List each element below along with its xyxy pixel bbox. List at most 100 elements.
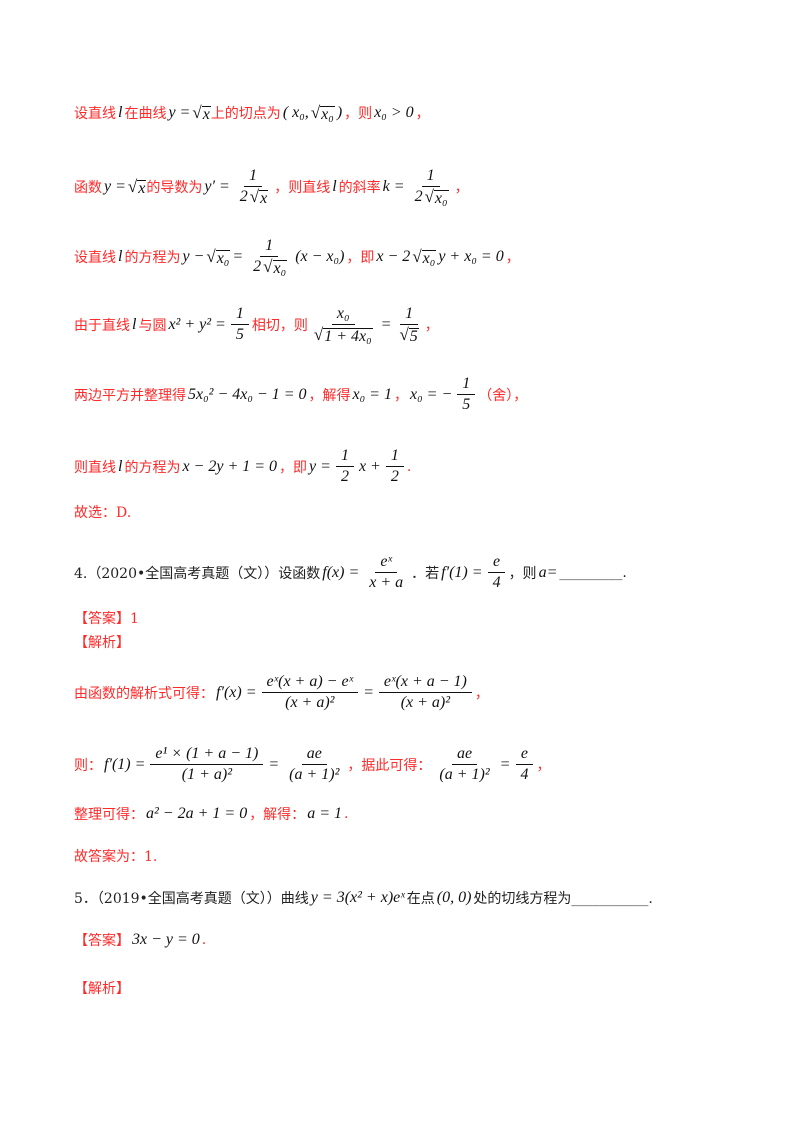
math-expression: x² + y² = <box>168 315 226 333</box>
math-expression: ) <box>336 104 343 121</box>
fraction: eˣ(x + a − 1) (x + a)² <box>378 672 472 713</box>
radicand: 1 + 4x₀ <box>323 328 373 345</box>
radical-sign: √ <box>249 187 260 206</box>
text-run: 则： <box>74 757 102 774</box>
text-run: 与圆 <box>138 317 167 334</box>
text-line: 整理可得： a² − 2a + 1 = 0 ，解得： a = 1. <box>74 804 348 824</box>
text-run: ， <box>536 757 551 774</box>
math-expression: = <box>268 755 280 773</box>
math-expression: 1 <box>340 447 349 464</box>
math-expression: l <box>118 247 123 265</box>
square-root: √ x₀ <box>311 103 335 123</box>
radicand: x₀ <box>272 260 288 277</box>
text-run: 5．（2019•全国高考真题（文））曲线 <box>74 891 309 907</box>
denominator: 2 <box>386 467 404 487</box>
numerator: 1 <box>335 446 354 467</box>
text-line: 故答案为：1. <box>74 846 157 866</box>
fraction: eˣ x + a <box>364 552 408 593</box>
radical-sign: √ <box>424 187 434 206</box>
text-run: 两边平方并整理得 <box>74 387 186 404</box>
denominator: (a + 1)² <box>284 765 344 785</box>
text-run: ．若 <box>411 565 440 582</box>
fraction: e¹ × (1 + a − 1) (1 + a)² <box>150 744 264 785</box>
math-expression: 4 <box>520 766 529 783</box>
math-expression: (x − x₀) <box>295 247 345 265</box>
math-expression: 5x₀² − 4x₀ − 1 = 0 <box>188 385 307 403</box>
numerator: e <box>488 552 506 573</box>
text-run: 处的切线方程为___________. <box>473 891 653 907</box>
math-expression: = <box>380 315 392 333</box>
text-run: . <box>201 932 207 948</box>
text-run: _________. <box>559 564 627 581</box>
text-run: 相切，则 <box>251 317 308 334</box>
text-run: ，即 <box>346 249 375 266</box>
math-expression: ae <box>306 745 322 762</box>
math-expression: 1 <box>235 305 244 322</box>
numerator: eˣ(x + a − 1) <box>378 672 472 693</box>
text-run: 4.（2020•全国高考真题（文））设函数 <box>74 565 321 582</box>
text-run: ， <box>415 106 430 122</box>
denominator: (x + a)² <box>396 693 455 713</box>
text-run: ，解得 <box>308 387 351 404</box>
text-run: 整理可得： <box>74 807 144 823</box>
numerator: 1 <box>421 166 440 187</box>
math-expression: x − 2y + 1 = 0 <box>182 457 278 475</box>
math-expression: x₀ > 0 <box>374 104 414 121</box>
radicand: 5 <box>408 328 419 345</box>
math-expression: a= <box>538 563 558 581</box>
math-expression: 2 <box>253 258 262 275</box>
text-run: 的导数为 <box>146 179 203 196</box>
text-run: 的方程为 <box>124 249 181 266</box>
fraction: x₀ √ 1 + 4x₀ <box>311 304 376 345</box>
math-expression: x + a <box>369 574 404 591</box>
text-run: 在点 <box>406 891 435 907</box>
text-run: 【答案】1 <box>74 611 139 627</box>
math-expression: ( <box>282 104 289 121</box>
math-expression: ae <box>456 745 473 762</box>
math-expression: 3x − y = 0 <box>132 931 200 948</box>
math-expression: x₀ <box>336 305 350 322</box>
text-line: 两边平方并整理得 5x₀² − 4x₀ − 1 = 0 ，解得 x₀ = 1， x₀ =… <box>74 374 527 415</box>
numerator: e¹ × (1 + a − 1) <box>150 744 264 765</box>
numerator: 1 <box>260 236 279 257</box>
math-expression: l <box>118 104 123 121</box>
math-expression: l <box>118 457 123 475</box>
math-expression: = <box>363 683 374 701</box>
denominator: (x + a)² <box>280 693 339 713</box>
text-line: 由于直线 l 与圆 x² + y² = 1 5 相切，则 x₀ √ 1 + 4x₀ = 1 √ 5， <box>74 304 439 345</box>
fraction: 1 √ 5 <box>396 304 421 345</box>
square-root: √ x <box>128 177 147 197</box>
math-expression: x − 2 <box>376 247 411 265</box>
text-run: . <box>406 458 412 475</box>
denominator: √ 5 <box>396 325 421 345</box>
fraction: 1 2 √ x₀ <box>410 166 452 207</box>
text-run: ，则 <box>508 565 537 582</box>
fraction: ae (a + 1)² <box>434 744 494 785</box>
numerator: ae <box>451 744 478 765</box>
square-root: √ x <box>249 187 269 207</box>
radical-sign: √ <box>263 257 273 276</box>
math-expression: k = <box>382 177 405 195</box>
math-expression: 1 <box>248 167 257 184</box>
math-expression: (x + a)² <box>285 694 335 711</box>
text-line: 设直线 l 在曲线 y = √ x 上的切点为(x₀, √ x₀) ，则 x₀ > 0， <box>74 103 430 123</box>
square-root: √ x₀ <box>263 257 288 277</box>
text-run: （舍）， <box>478 387 528 404</box>
math-expression: y = <box>309 457 331 475</box>
numerator: 1 <box>230 304 249 325</box>
denominator: x + a <box>364 573 408 593</box>
text-run: 【解析】 <box>74 635 130 651</box>
text-run: ， <box>454 179 469 196</box>
denominator: 2 √ x₀ <box>410 187 452 207</box>
math-expression: eˣ <box>380 553 393 570</box>
radicand: x <box>259 190 269 207</box>
text-line: 【解析】 <box>74 632 130 652</box>
numerator: 1 <box>400 304 419 325</box>
math-expression: 2 <box>414 188 423 205</box>
text-line: 5．（2019•全国高考真题（文））曲线 y = 3(x² + x)eˣ 在点 (0,… <box>74 888 653 908</box>
text-run: ，解得： <box>249 807 306 823</box>
text-run: 则直线 <box>74 459 116 476</box>
radicand: x <box>201 106 211 123</box>
